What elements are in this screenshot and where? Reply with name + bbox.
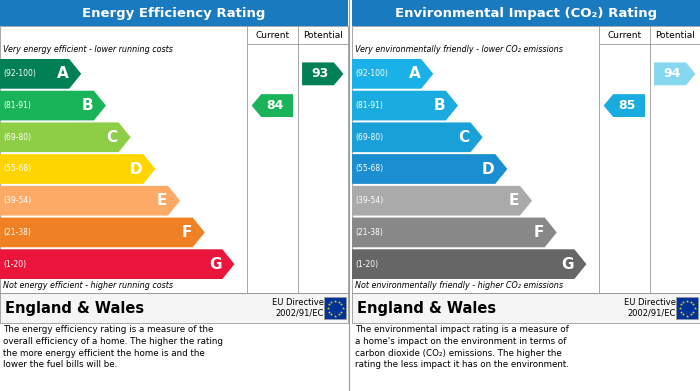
Text: D: D xyxy=(130,161,142,176)
Text: Potential: Potential xyxy=(303,30,343,39)
Polygon shape xyxy=(352,59,433,89)
Bar xyxy=(0,26,348,293)
Text: 94: 94 xyxy=(663,67,680,81)
Text: Not environmentally friendly - higher CO₂ emissions: Not environmentally friendly - higher CO… xyxy=(355,281,563,290)
Polygon shape xyxy=(352,154,508,184)
Text: 85: 85 xyxy=(619,99,636,112)
Polygon shape xyxy=(352,91,458,120)
Polygon shape xyxy=(0,154,155,184)
Text: C: C xyxy=(106,130,118,145)
Bar xyxy=(352,26,700,293)
Text: England & Wales: England & Wales xyxy=(5,301,144,316)
Text: EU Directive
2002/91/EC: EU Directive 2002/91/EC xyxy=(624,298,676,318)
Text: Very energy efficient - lower running costs: Very energy efficient - lower running co… xyxy=(3,45,173,54)
Polygon shape xyxy=(0,122,131,152)
Text: (92-100): (92-100) xyxy=(3,69,36,78)
Text: England & Wales: England & Wales xyxy=(357,301,496,316)
Text: (81-91): (81-91) xyxy=(355,101,383,110)
Polygon shape xyxy=(352,186,532,215)
Text: G: G xyxy=(561,256,573,272)
Polygon shape xyxy=(654,63,696,85)
Bar xyxy=(352,0,700,26)
Polygon shape xyxy=(352,217,556,247)
Text: B: B xyxy=(433,98,445,113)
Text: (81-91): (81-91) xyxy=(3,101,31,110)
Text: (39-54): (39-54) xyxy=(3,196,31,205)
Text: (69-80): (69-80) xyxy=(355,133,383,142)
Polygon shape xyxy=(0,249,234,279)
Text: (55-68): (55-68) xyxy=(3,165,31,174)
Polygon shape xyxy=(352,122,482,152)
Polygon shape xyxy=(302,63,344,85)
Text: (1-20): (1-20) xyxy=(3,260,26,269)
Polygon shape xyxy=(0,59,81,89)
Polygon shape xyxy=(352,249,587,279)
Text: (55-68): (55-68) xyxy=(355,165,383,174)
Text: A: A xyxy=(408,66,420,81)
Text: (21-38): (21-38) xyxy=(355,228,383,237)
Text: (1-20): (1-20) xyxy=(355,260,378,269)
Text: (39-54): (39-54) xyxy=(355,196,384,205)
Text: B: B xyxy=(81,98,93,113)
Polygon shape xyxy=(251,94,293,117)
Bar xyxy=(0,0,348,26)
Text: Potential: Potential xyxy=(654,30,694,39)
Text: (69-80): (69-80) xyxy=(3,133,31,142)
Text: 84: 84 xyxy=(267,99,284,112)
Text: Very environmentally friendly - lower CO₂ emissions: Very environmentally friendly - lower CO… xyxy=(355,45,563,54)
Bar xyxy=(676,297,698,319)
Text: Environmental Impact (CO₂) Rating: Environmental Impact (CO₂) Rating xyxy=(395,7,657,20)
Text: (21-38): (21-38) xyxy=(3,228,31,237)
Text: (92-100): (92-100) xyxy=(355,69,388,78)
Polygon shape xyxy=(0,91,106,120)
Text: The environmental impact rating is a measure of
a home's impact on the environme: The environmental impact rating is a mea… xyxy=(355,325,569,369)
Text: Not energy efficient - higher running costs: Not energy efficient - higher running co… xyxy=(3,281,173,290)
Bar xyxy=(352,293,700,323)
Bar xyxy=(324,297,346,319)
Text: F: F xyxy=(181,225,192,240)
Text: G: G xyxy=(209,256,221,272)
Text: D: D xyxy=(482,161,494,176)
Text: Energy Efficiency Rating: Energy Efficiency Rating xyxy=(83,7,266,20)
Text: F: F xyxy=(533,225,544,240)
Polygon shape xyxy=(0,217,205,247)
Text: The energy efficiency rating is a measure of the
overall efficiency of a home. T: The energy efficiency rating is a measur… xyxy=(3,325,223,369)
Polygon shape xyxy=(603,94,645,117)
Polygon shape xyxy=(0,186,180,215)
Text: 93: 93 xyxy=(312,67,328,81)
Text: E: E xyxy=(157,193,167,208)
Bar xyxy=(0,293,348,323)
Text: E: E xyxy=(509,193,519,208)
Text: EU Directive
2002/91/EC: EU Directive 2002/91/EC xyxy=(272,298,324,318)
Text: Current: Current xyxy=(256,30,289,39)
Text: A: A xyxy=(57,66,68,81)
Text: C: C xyxy=(458,130,470,145)
Text: Current: Current xyxy=(607,30,641,39)
